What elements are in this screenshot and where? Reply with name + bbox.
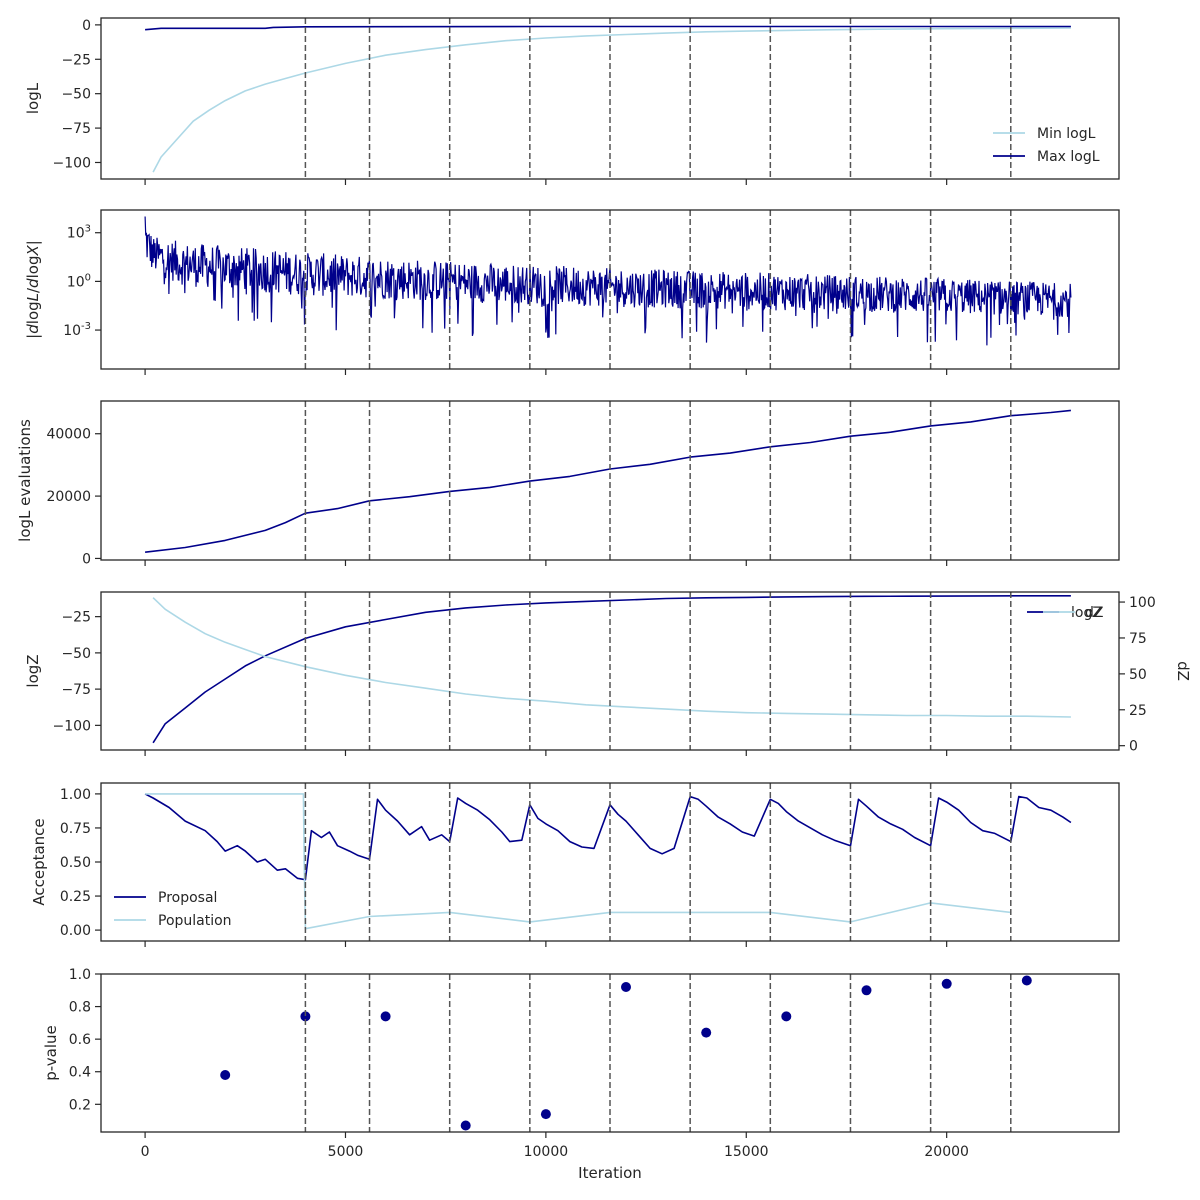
y-tick-label: −50 (61, 87, 91, 103)
logz-series-dz-line (152, 597, 1071, 718)
y-tick-label: 0.50 (60, 855, 91, 871)
y-tick-label: −100 (53, 155, 91, 171)
legend-label: dZ (1085, 605, 1103, 621)
y-right-tick-label: 50 (1129, 667, 1147, 683)
legend-label: Min logL (1037, 126, 1096, 142)
logz-series-logz-line (152, 594, 1071, 744)
dlogl-data (144, 216, 1072, 346)
acceptance-vertical-lines (304, 783, 1012, 941)
evals-axes-frame (100, 400, 1120, 561)
panel-pvalue: 0 5000 10000 15000 20000 Iteration 1.0 0.8 0.6 0.… (42, 967, 1120, 1182)
y-tick-label: 0.75 (60, 821, 91, 837)
y-tick-label: 40000 (46, 427, 91, 443)
y-tick-label: 0 (82, 551, 91, 567)
y-right-tick-label: 0 (1129, 739, 1138, 755)
y-tick-label: −50 (61, 646, 91, 662)
y-tick-label: 0.00 (60, 923, 91, 939)
y-tick-label: −25 (61, 610, 91, 626)
pvalue-point (861, 985, 872, 996)
evals-data (145, 409, 1071, 553)
y-tick-label: 0 (82, 18, 91, 34)
x-tick-label: 15000 (724, 1144, 769, 1160)
pvalue-axes-frame (100, 973, 1120, 1133)
evals-vertical-lines (304, 401, 1012, 560)
y-tick-label: −100 (53, 718, 91, 734)
panel-logl: 0 −25 −50 −75 −100 logL Min logL Max logL (24, 17, 1120, 185)
legend-label: Population (158, 913, 232, 929)
legend-label: Max logL (1037, 149, 1100, 165)
y-tick-label: 0.8 (69, 1000, 91, 1016)
logl-vertical-lines (304, 18, 1012, 179)
y-tick-label: −25 (61, 52, 91, 68)
pvalue-point (701, 1027, 712, 1038)
logl-data (145, 25, 1071, 173)
y-tick-label: 1.00 (60, 787, 91, 803)
pvalue-point (621, 982, 631, 992)
y-axis-label: logZ (24, 654, 42, 687)
logz-vertical-lines (304, 592, 1012, 750)
y-tick-label: 103 (67, 224, 91, 242)
x-tick-label: 0 (141, 1144, 150, 1160)
logl-axes-frame (100, 17, 1120, 180)
evals-series-0-line (145, 409, 1071, 553)
pvalue-point (380, 1011, 391, 1022)
y-tick-label: 10-3 (63, 321, 91, 339)
y-tick-label: 0.4 (69, 1065, 91, 1081)
y-tick-label: 1.0 (69, 967, 91, 983)
y-right-axis-label: dZ (1174, 661, 1192, 681)
logz-data (152, 594, 1071, 744)
pvalue-point (460, 1120, 471, 1131)
pvalue-point (941, 978, 952, 989)
acceptance-series-proposal-line (144, 793, 1072, 881)
x-tick-label: 10000 (524, 1144, 569, 1160)
y-tick-label: 20000 (46, 489, 91, 505)
x-tick-label: 20000 (924, 1144, 969, 1160)
y-right-tick-label: 75 (1129, 631, 1147, 647)
y-tick-label: −75 (61, 682, 91, 698)
y-axis-label: p-value (42, 1025, 60, 1081)
acceptance-legend: Proposal Population (114, 890, 232, 929)
pvalue-data (220, 975, 1032, 1131)
y-tick-label: 100 (67, 272, 91, 290)
logl-series-min-logl-line (152, 27, 1071, 173)
logz-axes-frame (100, 591, 1120, 751)
acceptance-series-population-line (145, 793, 1011, 930)
y-axis-label: logL evaluations (16, 419, 34, 542)
panel-dlogl: 103 100 10-3 |dlogL/dlogX| (24, 209, 1120, 375)
pvalue-vertical-lines (304, 974, 1012, 1132)
pvalue-point (300, 1011, 311, 1022)
y-right-tick-label: 100 (1129, 595, 1156, 611)
legend-label: logZ (1071, 605, 1102, 621)
y-axis-label: |dlogL/dlogX| (24, 240, 42, 339)
y-axis-label: logL (24, 82, 42, 114)
legend-label: Proposal (158, 890, 217, 906)
panel-acceptance: 1.00 0.75 0.50 0.25 0.00 Acceptance Proposal Po… (30, 782, 1120, 947)
pvalue-point (781, 1011, 792, 1022)
pvalue-point (540, 1109, 551, 1120)
pvalue-point (1021, 975, 1032, 986)
x-axis-label: Iteration (578, 1164, 642, 1182)
logl-series-max-logl-line (145, 25, 1071, 31)
y-tick-label: −75 (61, 121, 91, 137)
y-axis-label: Acceptance (30, 818, 48, 905)
panel-evals: 0 20000 40000 logL evaluations (16, 400, 1120, 567)
y-right-tick-label: 25 (1129, 703, 1147, 719)
y-tick-label: 0.25 (60, 889, 91, 905)
logl-legend: Min logL Max logL (993, 126, 1100, 165)
y-tick-label: 0.2 (69, 1097, 91, 1113)
pvalue-point (220, 1070, 231, 1080)
y-tick-label: 0.6 (69, 1032, 91, 1048)
dlogl-trace-line (144, 216, 1072, 346)
dlogl-axes-frame (100, 209, 1120, 370)
acceptance-data (144, 793, 1072, 930)
x-tick-label: 5000 (328, 1144, 364, 1160)
